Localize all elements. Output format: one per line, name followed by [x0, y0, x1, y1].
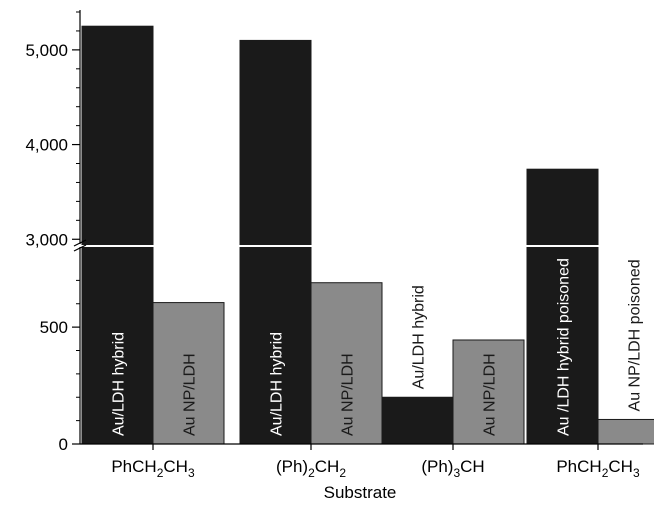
bar-labels: Au/LDH hybrid Au NP/LDH Au/LDH hybrid Au NP… [111, 258, 644, 436]
bar-4 [381, 396, 454, 445]
x-tick-label-0: PhCH2CH3 [111, 457, 195, 480]
y-tick-label-upper-2: 5,000 [25, 41, 68, 60]
bar-label-1: Au NP/LDH [182, 353, 199, 436]
bar-0 [81, 25, 154, 445]
axis-break-gap [81, 245, 654, 247]
x-tick-label-3: PhCH2CH3 [556, 457, 640, 480]
bar-5 [452, 339, 525, 445]
bar-3 [310, 282, 383, 445]
bar-label-6: Au /LDH hybrid poisoned [556, 258, 573, 436]
bar-label-4: Au/LDH hybrid [411, 285, 428, 389]
bar-label-0: Au/LDH hybrid [111, 332, 128, 436]
axes: 0 500 3,000 4,000 5,000 PhCH2CH3 (Ph)2CH2 (Ph)3… [25, 10, 643, 480]
y-tick-label-upper-1: 4,000 [25, 136, 68, 155]
y-tick-label-lower-1: 500 [40, 318, 68, 337]
bar-label-5: Au NP/LDH [482, 353, 499, 436]
x-axis-title: Substrate [324, 483, 397, 502]
bar-label-2: Au/LDH hybrid [269, 332, 286, 436]
bar-label-7: Au NP/LDH poisoned [627, 259, 644, 411]
bar-label-3: Au NP/LDH [340, 353, 357, 436]
x-tick-label-1: (Ph)2CH2 [276, 457, 346, 480]
bar-1 [152, 302, 225, 445]
y-tick-label-lower-0: 0 [59, 435, 68, 454]
break-mark-upper [73, 239, 87, 247]
y-tick-label-upper-0: 3,000 [25, 230, 68, 249]
x-tick-label-2: (Ph)3CH [421, 457, 484, 480]
bar-7 [597, 418, 654, 445]
bars-layer [81, 25, 654, 445]
axis-break [81, 245, 654, 247]
bar-2 [239, 39, 312, 445]
break-mark-lower [73, 244, 87, 252]
